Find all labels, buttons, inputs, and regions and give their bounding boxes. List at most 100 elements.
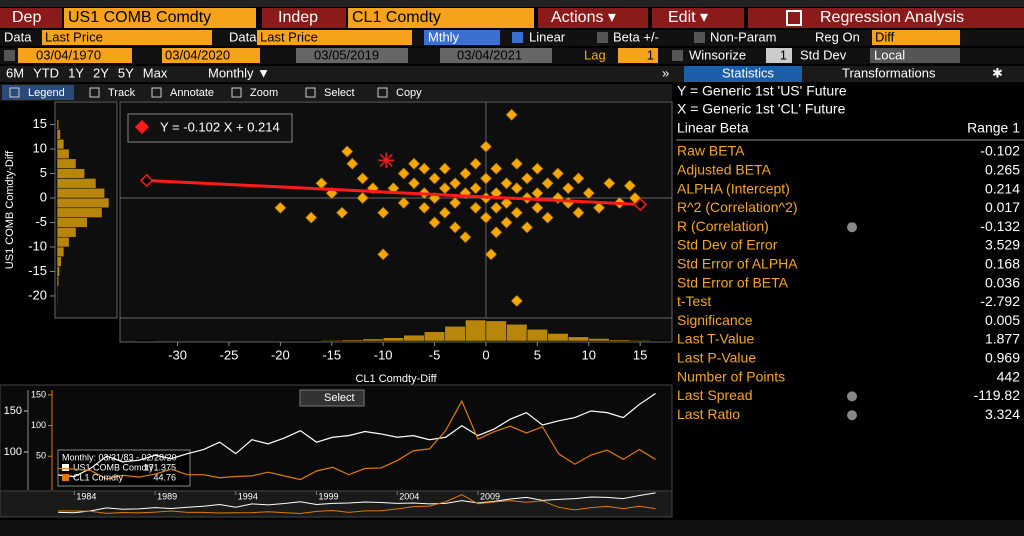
- scatter-point: [531, 187, 544, 200]
- y-tick-label: 10: [33, 140, 47, 155]
- winsorize-checkbox[interactable]: [672, 50, 683, 61]
- stat-value: 0.017: [985, 199, 1020, 215]
- local-dropdown[interactable]: [870, 48, 960, 63]
- select-button[interactable]: [299, 389, 365, 407]
- date-start[interactable]: 03/04/1970: [36, 47, 101, 62]
- statistics-tab[interactable]: [684, 66, 802, 82]
- scatter-point: [449, 221, 462, 234]
- select-label[interactable]: Select: [324, 392, 355, 404]
- scatter-point: [490, 162, 503, 175]
- lag-value[interactable]: 1: [647, 47, 654, 62]
- chart-tool[interactable]: Track: [108, 87, 136, 99]
- date-field[interactable]: [18, 48, 132, 63]
- chart-tool[interactable]: Zoom: [250, 87, 278, 99]
- scatter-point: [428, 172, 441, 185]
- x-tick-label: 0: [482, 347, 489, 362]
- period-dropdown[interactable]: [424, 30, 500, 45]
- tool-icon[interactable]: [151, 87, 162, 98]
- tab-label[interactable]: Transformations: [842, 65, 936, 80]
- dep-value[interactable]: US1 COMB Comdty: [68, 9, 211, 26]
- nonparam-checkbox[interactable]: [694, 32, 705, 43]
- actions-button[interactable]: [538, 8, 648, 28]
- tool-icon[interactable]: [377, 87, 388, 98]
- stat-label: t-Test: [677, 293, 711, 309]
- tool-icon[interactable]: [9, 87, 20, 98]
- stat-icon[interactable]: [847, 391, 857, 402]
- dep-field[interactable]: [64, 8, 256, 28]
- indep-value[interactable]: CL1 Comdty: [352, 9, 441, 26]
- date-end[interactable]: 03/04/2021: [457, 47, 522, 62]
- scatter-point: [459, 167, 472, 180]
- settings-gear[interactable]: ✱: [992, 65, 1003, 80]
- stat-icon[interactable]: [847, 410, 857, 421]
- x-axis-label: CL1 Comdty-Diff: [355, 373, 437, 385]
- date-field[interactable]: [440, 48, 552, 63]
- series-line: [58, 399, 656, 481]
- indep-field[interactable]: [348, 8, 534, 28]
- data-field[interactable]: [257, 30, 412, 45]
- scatter-point: [603, 177, 616, 190]
- period-button[interactable]: 6M: [6, 65, 24, 80]
- period-button[interactable]: 5Y: [118, 65, 134, 80]
- date-end[interactable]: 03/04/2020: [165, 47, 230, 62]
- linear-checkbox[interactable]: [512, 32, 523, 43]
- chart-tool[interactable]: Legend: [28, 87, 65, 99]
- data-value[interactable]: Last Price: [260, 29, 318, 44]
- scatter-point: [449, 177, 462, 190]
- tool-icon[interactable]: [89, 87, 100, 98]
- reg-on-field[interactable]: [872, 30, 960, 45]
- date-start[interactable]: 03/05/2019: [314, 47, 379, 62]
- tab-more[interactable]: »: [662, 65, 669, 80]
- period-select[interactable]: Monthly ▼: [208, 65, 270, 80]
- edit-text[interactable]: Edit ▾: [668, 9, 708, 26]
- scatter-point: [479, 211, 493, 224]
- scatter-point: [505, 108, 518, 121]
- chart-tool[interactable]: Select: [324, 87, 355, 99]
- x-hist-bar: [341, 339, 363, 342]
- legend-tool-bg[interactable]: [2, 85, 74, 100]
- period-value[interactable]: Mthly: [428, 29, 460, 44]
- stat-icon[interactable]: [847, 222, 857, 233]
- date-field[interactable]: [162, 48, 260, 63]
- range-checkbox[interactable]: [4, 50, 15, 61]
- data-value[interactable]: Last Price: [45, 29, 103, 44]
- stat-label: Std Dev of Error: [677, 237, 778, 253]
- x-tick-label: 5: [534, 347, 541, 362]
- scatter-point: [551, 167, 564, 180]
- x-tick-label: -20: [271, 347, 290, 362]
- x-tick-label: 15: [633, 347, 647, 362]
- scatter-point: [510, 206, 523, 219]
- y2-tick-label: 100: [31, 420, 46, 430]
- stat-value: -119.82: [974, 387, 1021, 403]
- ts-legend: [57, 449, 191, 487]
- winsorize-field[interactable]: [766, 48, 792, 63]
- actions-text[interactable]: Actions ▾: [551, 9, 616, 26]
- x-tick-label: -10: [374, 347, 393, 362]
- scatter-point: [315, 177, 328, 190]
- title-bar: [748, 8, 1024, 28]
- tool-icon[interactable]: [231, 87, 242, 98]
- lag-field[interactable]: [618, 48, 658, 63]
- period-button[interactable]: 2Y: [93, 65, 109, 80]
- edit-button[interactable]: [652, 8, 744, 28]
- data-field[interactable]: [42, 30, 212, 45]
- period-button[interactable]: YTD: [33, 65, 59, 80]
- chart-tool[interactable]: Copy: [396, 87, 422, 99]
- tab-label[interactable]: Statistics: [722, 65, 775, 80]
- scatter-point: [469, 201, 482, 214]
- scatter-point: [346, 157, 359, 170]
- tool-icon[interactable]: [305, 87, 316, 98]
- x-tick-label: -30: [168, 347, 187, 362]
- y-tick-label: 150: [4, 405, 22, 417]
- local-value[interactable]: Local: [874, 47, 905, 62]
- period-button[interactable]: 1Y: [68, 65, 84, 80]
- period-button[interactable]: Max: [143, 65, 168, 80]
- winsorize-value[interactable]: 1: [780, 47, 787, 62]
- y-hist-bar: [56, 266, 60, 277]
- popout-icon[interactable]: [786, 10, 802, 26]
- beta-checkbox[interactable]: [597, 32, 608, 43]
- x-tick-label: -15: [322, 347, 341, 362]
- date-field[interactable]: [296, 48, 408, 63]
- reg-on-value[interactable]: Diff: [875, 29, 895, 44]
- chart-tool[interactable]: Annotate: [170, 87, 214, 99]
